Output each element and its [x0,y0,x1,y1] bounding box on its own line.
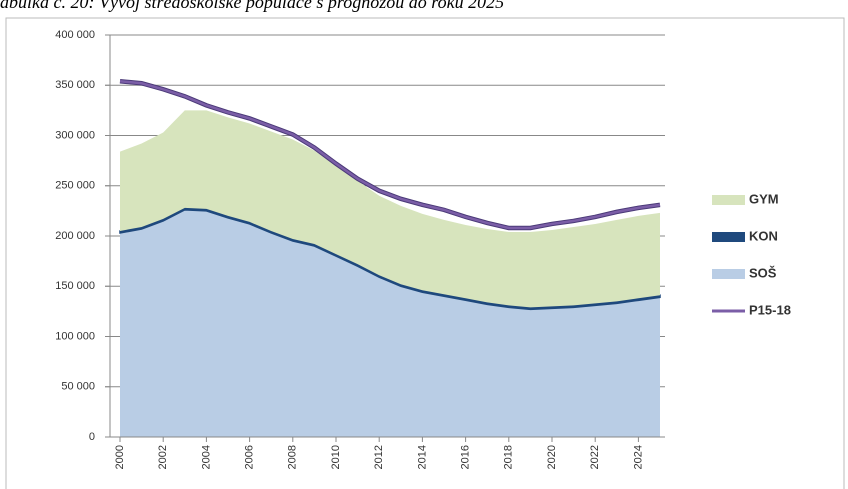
x-tick-label: 2016 [460,445,472,469]
chart-title: abulka č. 20: Vývoj středoškolské popula… [0,0,504,12]
x-tick-label: 2024 [632,445,644,469]
area [120,209,660,437]
x-tick-label: 2012 [373,445,385,469]
x-tick-label: 2000 [114,445,126,469]
legend-label: P15-18 [749,302,791,317]
x-tick-label: 2004 [200,445,212,469]
legend-swatch [712,232,745,242]
legend-label: GYM [749,191,779,206]
area [120,110,660,308]
y-tick-label: 350 000 [55,79,95,91]
line [119,79,661,230]
legend-label: KON [749,228,778,243]
y-tick-label: 150 000 [55,280,95,292]
legend-label: SOŠ [749,265,777,280]
legend-swatch [712,195,745,205]
x-tick-label: 2018 [503,445,515,469]
y-tick-label: 100 000 [55,330,95,342]
y-tick-label: 400 000 [55,29,95,41]
x-tick-label: 2010 [330,445,342,469]
x-tick-label: 2022 [589,445,601,469]
x-tick-label: 2002 [157,445,169,469]
x-tick-label: 2008 [287,445,299,469]
area [119,207,661,311]
x-tick-label: 2014 [416,445,428,469]
y-tick-label: 50 000 [61,381,95,393]
x-tick-label: 2006 [244,445,256,469]
y-tick-label: 300 000 [55,129,95,141]
y-tick-label: 200 000 [55,230,95,242]
y-tick-label: 0 [89,431,95,443]
y-tick-label: 250 000 [55,180,95,192]
legend-swatch [712,269,745,279]
x-tick-label: 2020 [546,445,558,469]
